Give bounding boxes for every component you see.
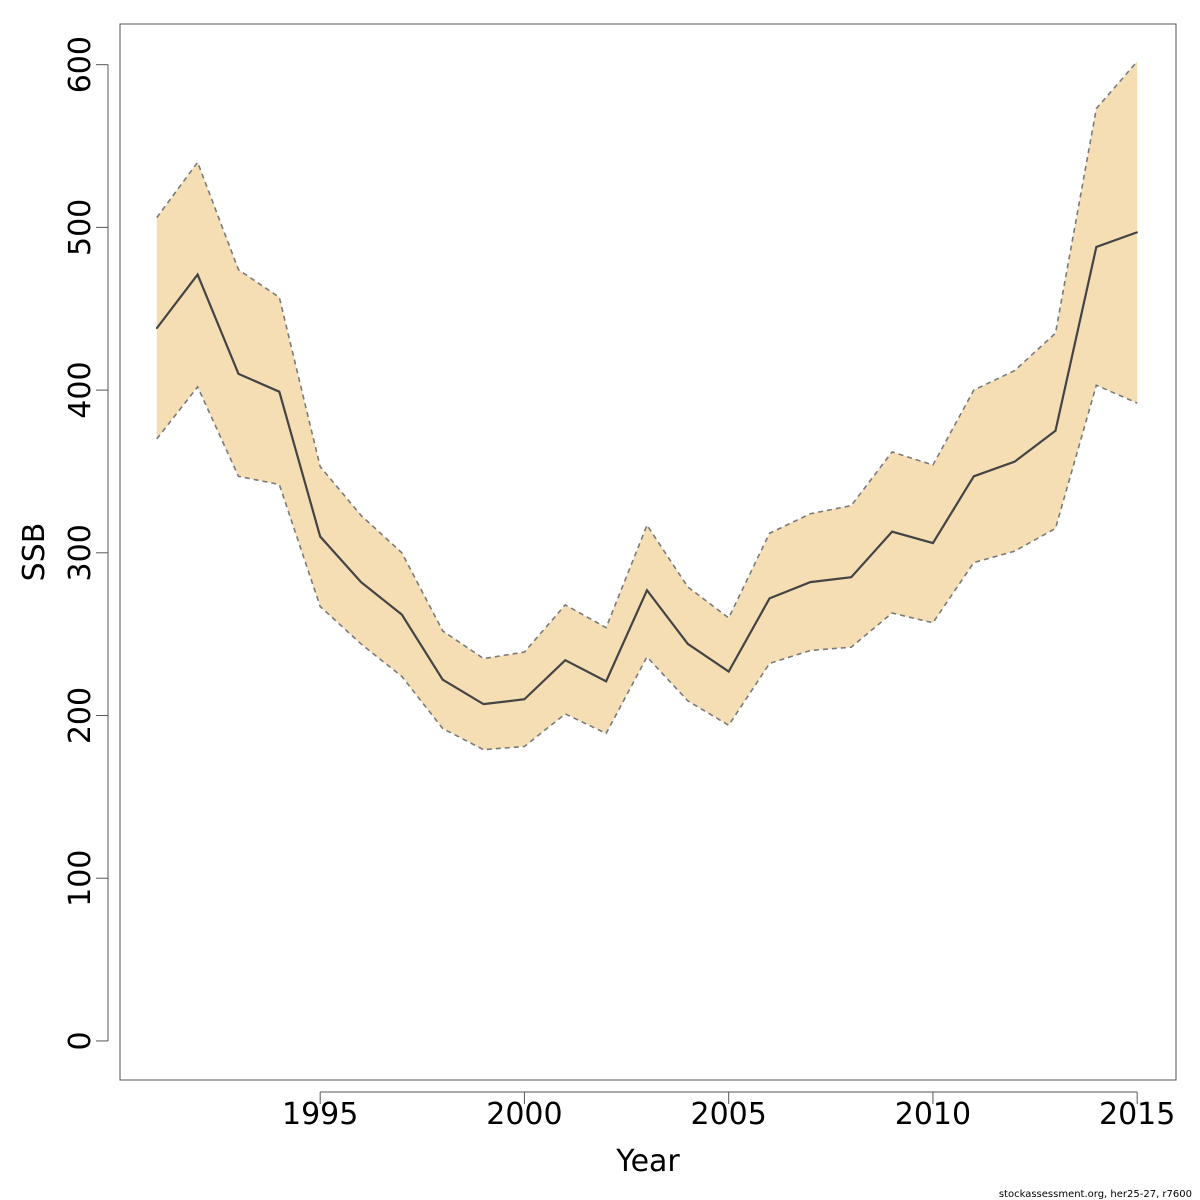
- x-axis-title: Year: [615, 1144, 680, 1179]
- ssb-point: [850, 576, 853, 579]
- ssb-point: [1013, 460, 1016, 463]
- plot-frame: [119, 23, 1177, 1081]
- estimate-line-layer: [155, 231, 1138, 706]
- ssb-point: [564, 659, 567, 662]
- ssb-point: [727, 670, 730, 673]
- lower-bound-line: [156, 384, 1138, 751]
- ssb-point: [278, 390, 281, 393]
- x-tick-label: 2010: [895, 1097, 971, 1132]
- ssb-point: [319, 535, 321, 538]
- ssb-point: [360, 581, 362, 583]
- ssb-point: [155, 327, 158, 330]
- y-tick-label: 400: [63, 361, 98, 418]
- y-tick-label: 500: [63, 199, 98, 256]
- ssb-point: [972, 475, 975, 478]
- x-tick-label: 2000: [486, 1097, 562, 1132]
- ssb-point: [237, 373, 240, 375]
- confidence-band-layer: [156, 60, 1138, 751]
- y-tick-label: 200: [63, 687, 98, 744]
- ssb-point: [1136, 231, 1138, 234]
- ssb-point: [401, 613, 403, 616]
- source-footer: stockassessment.org, her25-27, r7600: [999, 1189, 1192, 1200]
- y-tick-label: 100: [63, 850, 98, 907]
- ssb-point: [605, 680, 607, 683]
- ssb-point: [687, 643, 689, 645]
- ssb-point: [932, 542, 934, 544]
- confidence-band-fill: [156, 61, 1138, 750]
- y-axis-title: SSB: [17, 523, 52, 582]
- ssb-point: [646, 589, 648, 592]
- ssb-point: [441, 678, 444, 681]
- upper-bound-line: [156, 60, 1138, 660]
- y-tick-label: 0: [63, 1031, 98, 1050]
- ssb-point: [1095, 246, 1098, 248]
- ssb-point: [196, 273, 199, 276]
- ssb-point: [891, 530, 893, 533]
- x-tick-label: 2005: [691, 1097, 767, 1132]
- y-tick-label: 600: [63, 36, 98, 93]
- ssb-point: [523, 698, 526, 701]
- ssb-point: [809, 581, 812, 583]
- x-tick-label: 1995: [282, 1097, 358, 1132]
- x-tick-label: 2015: [1099, 1097, 1175, 1132]
- y-axis: 0 100 200 300 400 500 600: [63, 36, 109, 1050]
- ssb-point: [1054, 429, 1057, 432]
- ssb-point: [482, 703, 485, 705]
- x-axis: 1995 2000 2005 2010 2015: [282, 1091, 1175, 1132]
- ssb-point: [768, 597, 771, 600]
- y-tick-label: 300: [63, 524, 98, 581]
